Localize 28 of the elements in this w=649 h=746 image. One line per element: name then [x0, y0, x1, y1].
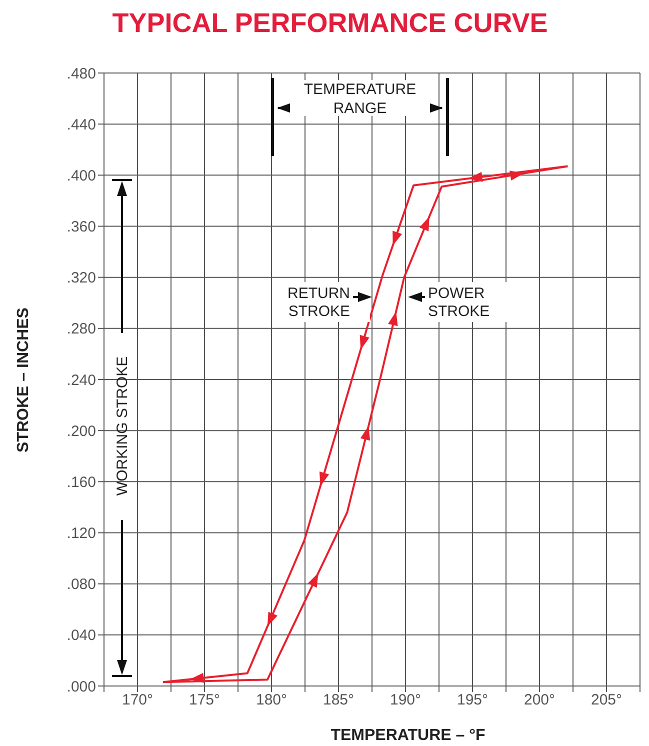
y-tick-label: .000: [66, 678, 96, 696]
y-axis-title: STROKE – INCHES: [15, 307, 32, 452]
series-label: POWER STROKE: [428, 285, 490, 320]
y-tick-label: .280: [66, 320, 96, 338]
x-tick-label: 195°: [456, 692, 488, 709]
y-tick-label: .160: [66, 474, 96, 491]
x-tick-label: 205°: [590, 692, 622, 709]
y-tick-label: .360: [66, 218, 96, 236]
y-tick-label: .480: [66, 65, 96, 82]
x-tick-label: 180°: [256, 692, 288, 709]
y-tick-label: .440: [66, 116, 96, 134]
y-tick-label: .240: [66, 372, 96, 389]
x-tick-label: 170°: [122, 692, 154, 709]
y-tick-label: .200: [66, 422, 96, 440]
y-tick-label: .120: [66, 525, 96, 542]
y-tick-label: .400: [66, 167, 96, 184]
x-tick-label: 185°: [322, 692, 354, 709]
x-tick-label: 190°: [390, 692, 422, 709]
x-axis-title: TEMPERATURE – °F: [330, 727, 486, 744]
annotation: WORKING STROKE: [114, 356, 131, 496]
series-label: RETURN STROKE: [288, 285, 350, 320]
annotation: TEMPERATURE RANGE: [304, 81, 416, 117]
y-tick-label: .320: [66, 270, 96, 287]
y-tick-label: .040: [66, 627, 96, 644]
chart-title: TYPICAL PERFORMANCE CURVE: [112, 8, 548, 38]
x-tick-label: 175°: [188, 692, 220, 709]
x-tick-label: 200°: [524, 692, 556, 709]
y-tick-label: .080: [66, 576, 96, 594]
